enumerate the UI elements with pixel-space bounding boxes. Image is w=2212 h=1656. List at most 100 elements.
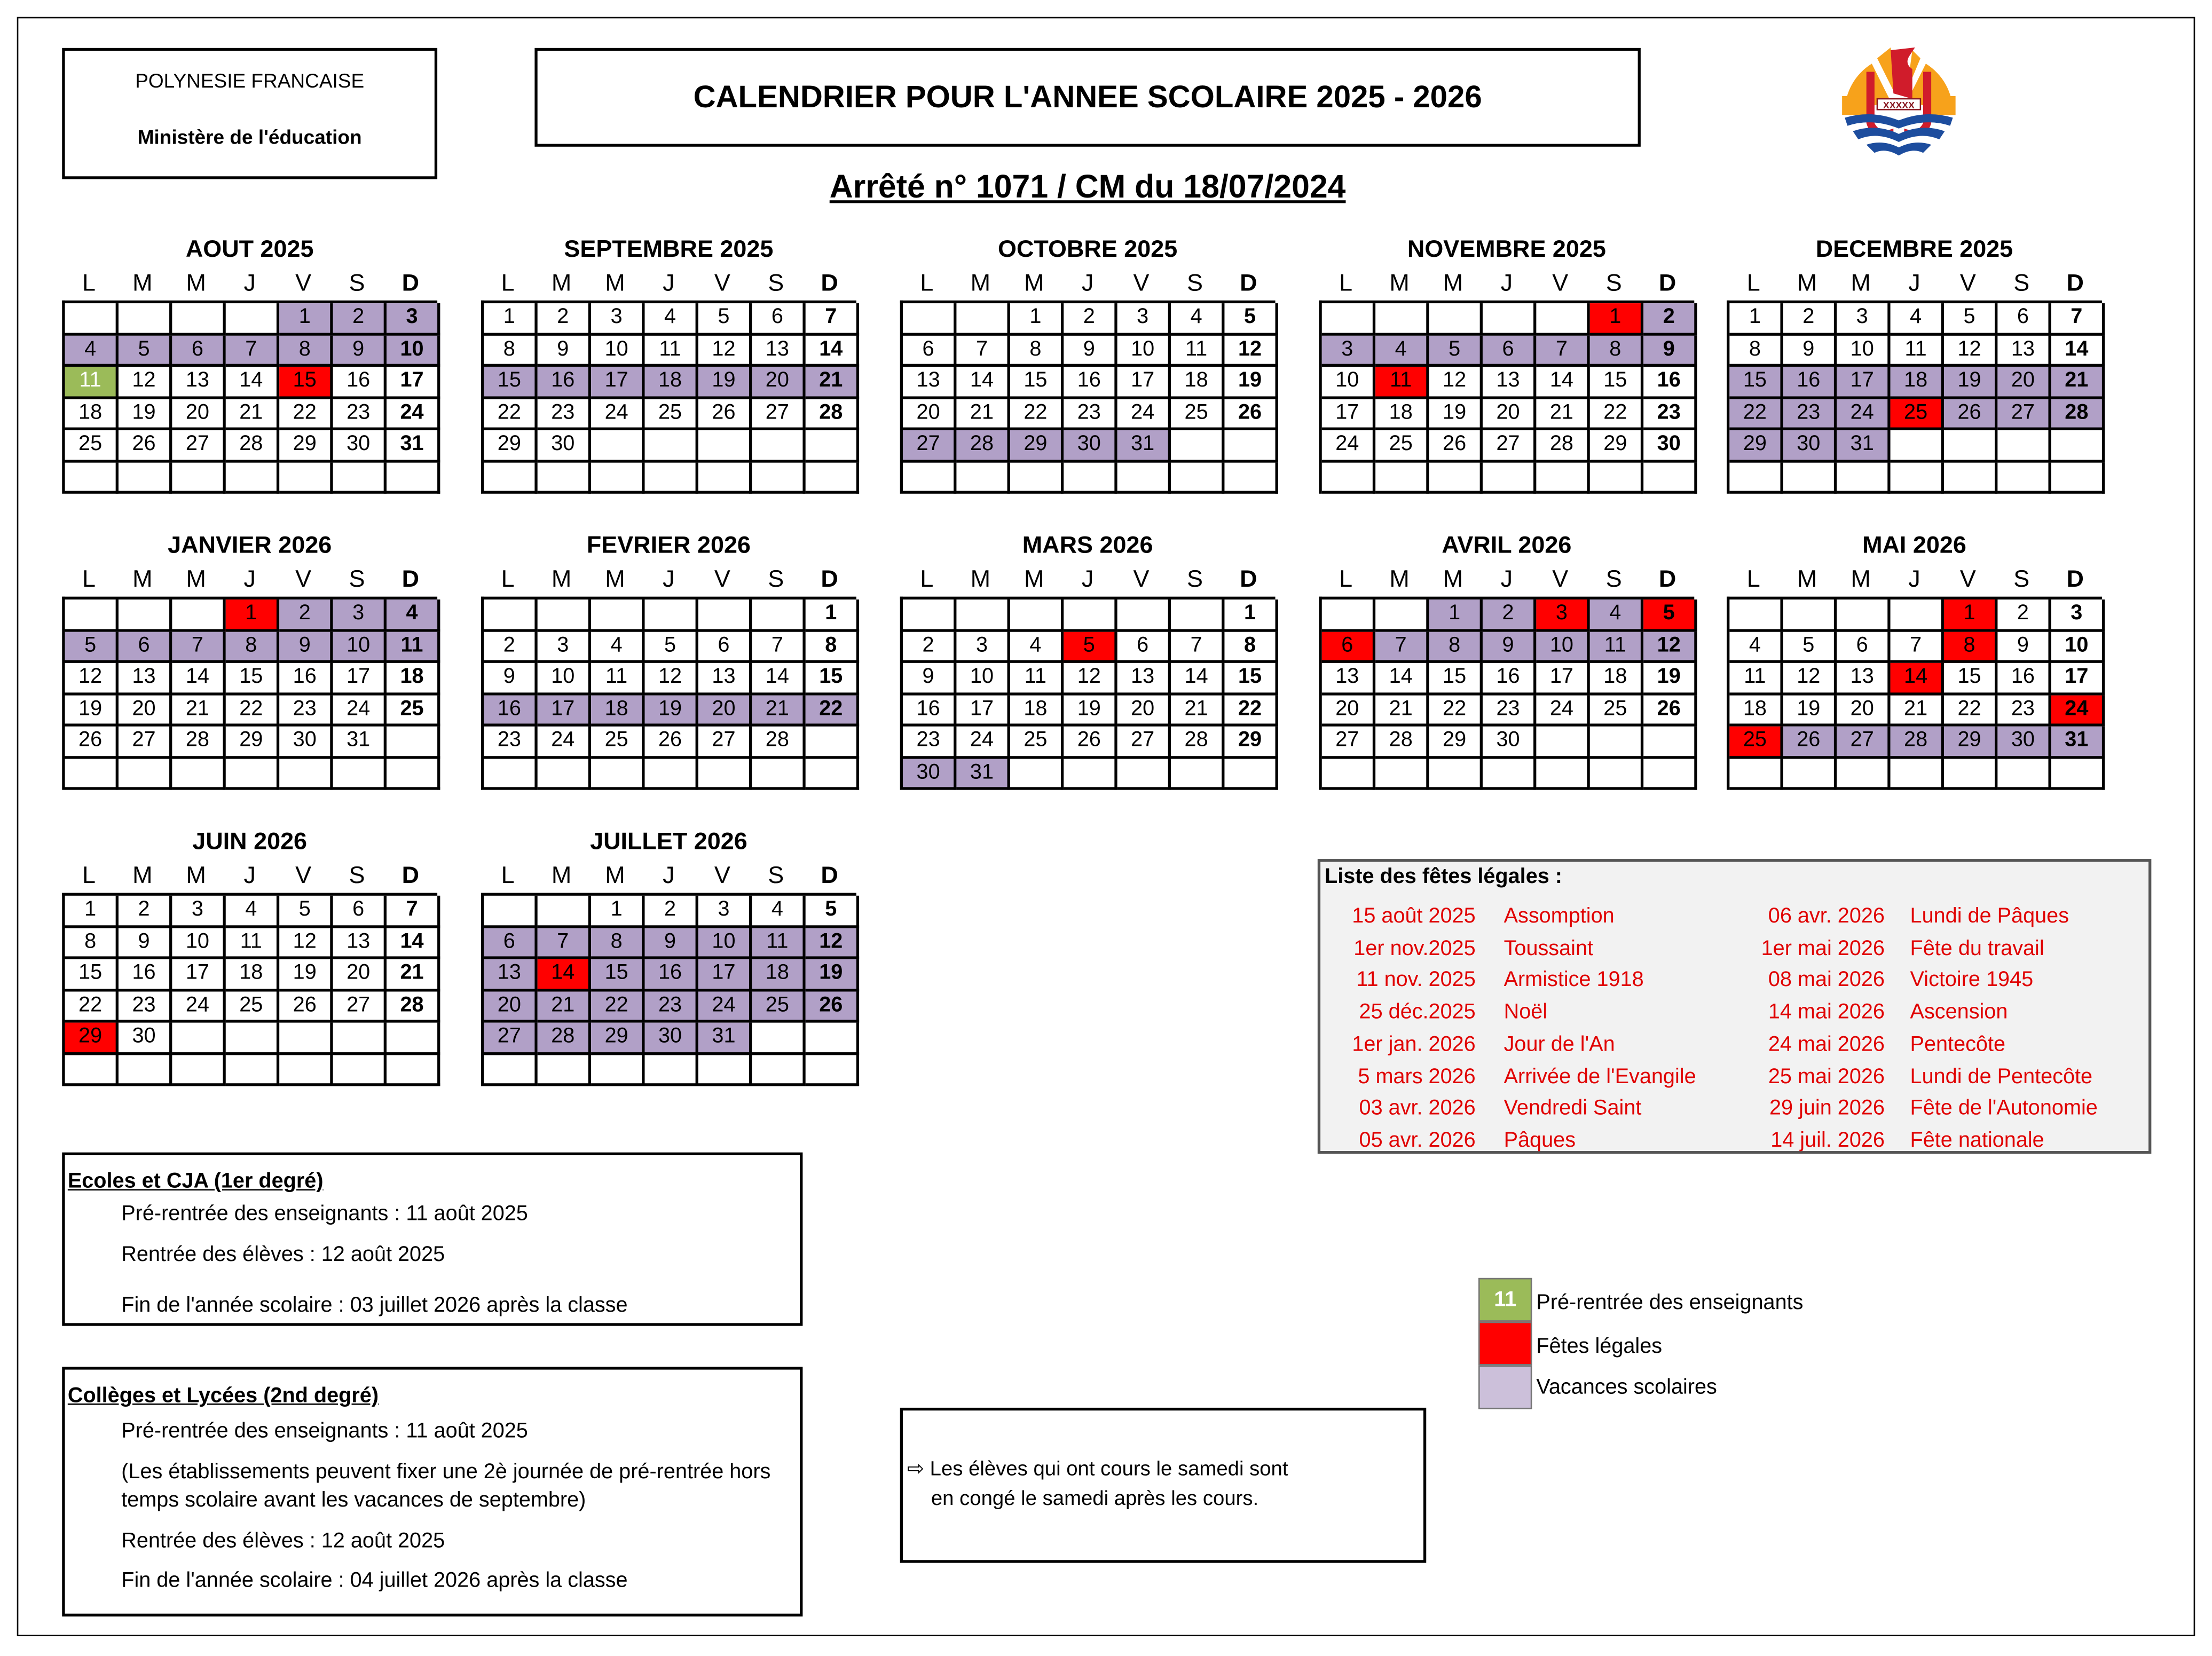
- day-cell: 18: [1729, 695, 1783, 727]
- day-cell: 2: [537, 303, 592, 335]
- day-cell: 21: [752, 695, 806, 727]
- month-calendar: NOVEMBRE 2025 L M M J V S D 1 2 3 4 5 6 7 8 9 10 11 12 13 14 1…: [1319, 234, 1697, 494]
- day-cell: 30: [1643, 430, 1697, 462]
- day-cell: 10: [333, 631, 387, 663]
- weekday-label: V: [295, 269, 312, 296]
- weekday-label: L: [501, 565, 515, 593]
- day-cell: 23: [1783, 398, 1837, 430]
- day-cell: 24: [2051, 695, 2105, 727]
- month-title: JUIN 2026: [192, 827, 308, 855]
- day-cell: 30: [279, 726, 333, 759]
- ministry-box: POLYNESIE FRANCAISE Ministère de l'éduca…: [62, 48, 438, 179]
- day-cell: 29: [1943, 726, 1998, 759]
- day-cell: 13: [1321, 663, 1376, 695]
- day-cell: 21: [1890, 695, 1944, 727]
- empty-day-cell: [1997, 462, 2051, 494]
- holiday-date: 1er nov.2025: [1353, 936, 1476, 960]
- weekday-label: L: [920, 565, 934, 593]
- empty-day-cell: [1429, 758, 1483, 790]
- day-cell: 5: [1224, 303, 1278, 335]
- weekday-label: M: [1443, 565, 1463, 593]
- empty-day-cell: [591, 599, 645, 632]
- day-grid: 1 2 3 4 5 6 7 8 9 10 11 12 13 14 15 16 17 18 19 20 21 22 23 24 2…: [1319, 596, 1697, 790]
- day-cell: 29: [65, 1022, 119, 1055]
- empty-day-cell: [118, 303, 172, 335]
- day-cell: 5: [118, 335, 172, 367]
- day-cell: 30: [333, 430, 387, 462]
- day-cell: 8: [225, 631, 280, 663]
- empty-day-cell: [1890, 758, 1944, 790]
- day-cell: 26: [65, 726, 119, 759]
- day-cell: 23: [1643, 398, 1697, 430]
- holiday-name: Fête nationale: [1910, 1128, 2044, 1153]
- logo-text: XXXXX: [1883, 100, 1915, 111]
- day-cell: 23: [644, 991, 698, 1023]
- empty-day-cell: [65, 1054, 119, 1086]
- day-cell: 25: [225, 991, 280, 1023]
- day-cell: 30: [903, 758, 957, 790]
- weekday-label: L: [82, 565, 96, 593]
- weekday-label: S: [1186, 565, 1203, 593]
- day-cell: 13: [698, 663, 752, 695]
- empty-day-cell: [1375, 303, 1429, 335]
- weekday-label: M: [970, 269, 991, 296]
- day-cell: 24: [1837, 398, 1891, 430]
- empty-day-cell: [279, 1054, 333, 1086]
- day-cell: 26: [118, 430, 172, 462]
- empty-day-cell: [484, 758, 538, 790]
- day-cell: 2: [1643, 303, 1697, 335]
- day-cell: 15: [1224, 663, 1278, 695]
- weekday-label: M: [1389, 565, 1410, 593]
- empty-day-cell: [225, 462, 280, 494]
- empty-day-cell: [1321, 303, 1376, 335]
- day-cell: 19: [1064, 695, 1117, 727]
- day-cell: 3: [172, 895, 226, 928]
- empty-day-cell: [2051, 462, 2105, 494]
- day-cell: 7: [225, 335, 280, 367]
- day-cell: 9: [1482, 631, 1537, 663]
- ecoles-rentree: Rentrée des élèves : 12 août 2025: [121, 1242, 445, 1267]
- day-cell: 6: [1321, 631, 1376, 663]
- day-cell: 31: [1837, 430, 1891, 462]
- empty-day-cell: [279, 462, 333, 494]
- day-cell: 15: [805, 663, 860, 695]
- weekday-label: J: [1908, 269, 1920, 296]
- weekday-label: D: [1658, 565, 1676, 593]
- day-cell: 10: [591, 335, 645, 367]
- weekday-label: V: [714, 862, 730, 889]
- day-cell: 5: [1943, 303, 1998, 335]
- weekday-label: L: [920, 269, 934, 296]
- weekday-label: J: [663, 565, 675, 593]
- day-cell: 4: [386, 599, 440, 632]
- day-cell: 27: [118, 726, 172, 759]
- weekday-label: J: [243, 565, 256, 593]
- day-cell: 13: [903, 366, 957, 399]
- day-cell: 6: [698, 631, 752, 663]
- empty-day-cell: [1890, 599, 1944, 632]
- day-cell: 21: [805, 366, 860, 399]
- empty-day-cell: [752, 462, 806, 494]
- day-cell: 20: [484, 991, 538, 1023]
- empty-day-cell: [2051, 758, 2105, 790]
- month-title: OCTOBRE 2025: [998, 235, 1178, 263]
- day-cell: 13: [1482, 366, 1537, 399]
- day-cell: 9: [644, 927, 698, 959]
- day-cell: 2: [279, 599, 333, 632]
- empty-day-cell: [484, 895, 538, 928]
- day-cell: 28: [1536, 430, 1590, 462]
- weekday-label: L: [1339, 565, 1353, 593]
- weekday-label: V: [1959, 269, 1976, 296]
- empty-day-cell: [1117, 599, 1171, 632]
- day-cell: 18: [1010, 695, 1064, 727]
- day-cell: 31: [1117, 430, 1171, 462]
- polynesia-coat-of-arms-logo: XXXXX: [1842, 47, 1956, 156]
- legend-label-fete: Fêtes légales: [1536, 1334, 1663, 1359]
- month-calendar: MAI 2026 L M M J V S D 1 2 3 4 5 6 7 8 9 10 11 12 13 14 15 16 17…: [1727, 530, 2105, 790]
- day-grid: 1 2 3 4 5 6 7 8 9 10 11 12 13 14 15 16 17 18 19 20 21 22 23 24 2…: [481, 300, 860, 494]
- day-cell: 14: [225, 366, 280, 399]
